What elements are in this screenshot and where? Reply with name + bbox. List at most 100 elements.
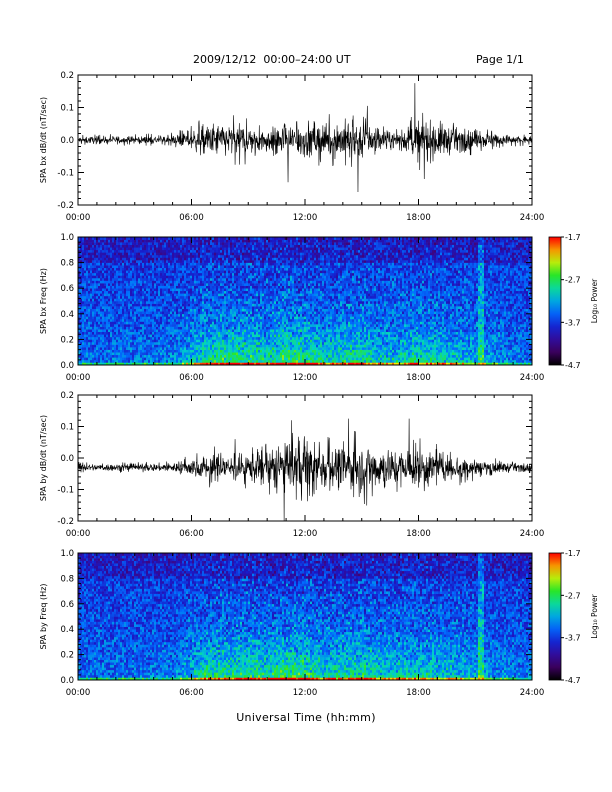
heatmap-cell [200, 265, 202, 268]
heatmap-cell [88, 291, 90, 294]
heatmap-cell [140, 278, 142, 281]
heatmap-cell [168, 296, 170, 299]
heatmap-cell [128, 311, 130, 314]
heatmap-cell [112, 298, 114, 301]
heatmap-cell [256, 306, 258, 309]
heatmap-cell [222, 296, 224, 299]
heatmap-cell [210, 334, 212, 337]
heatmap-cell [122, 342, 124, 345]
heatmap-cell [106, 275, 108, 278]
heatmap-cell [162, 345, 164, 348]
heatmap-cell [202, 278, 204, 281]
heatmap-cell [256, 252, 258, 255]
heatmap-cell [230, 283, 232, 286]
heatmap-cell [140, 342, 142, 345]
heatmap-cell [184, 268, 186, 271]
heatmap-cell [268, 286, 270, 289]
heatmap-cell [264, 327, 266, 330]
heatmap-cell [86, 337, 88, 340]
heatmap-cell [104, 309, 106, 312]
heatmap-cell [152, 245, 154, 248]
heatmap-cell [214, 345, 216, 348]
heatmap-cell [174, 245, 176, 248]
heatmap-cell [104, 273, 106, 276]
heatmap-cell [242, 306, 244, 309]
heatmap-cell [264, 260, 266, 263]
heatmap-cell [270, 352, 272, 355]
heatmap-cell [112, 352, 114, 355]
heatmap-cell [268, 301, 270, 304]
heatmap-cell [106, 324, 108, 327]
heatmap-cell [266, 245, 268, 248]
heatmap-cell [234, 283, 236, 286]
heatmap-cell [210, 296, 212, 299]
heatmap-cell [182, 265, 184, 268]
heatmap-cell [114, 327, 116, 330]
heatmap-cell [138, 245, 140, 248]
heatmap-cell [138, 339, 140, 342]
heatmap-cell [136, 273, 138, 276]
heatmap-cell [192, 342, 194, 345]
heatmap-cell [260, 255, 262, 258]
heatmap-cell [108, 352, 110, 355]
heatmap-cell [200, 350, 202, 353]
heatmap-cell [116, 350, 118, 353]
heatmap-cell [196, 319, 198, 322]
heatmap-cell [244, 252, 246, 255]
heatmap-cell [246, 257, 248, 260]
heatmap-cell [222, 257, 224, 260]
heatmap-cell [230, 311, 232, 314]
heatmap-cell [92, 301, 94, 304]
heatmap-cell [82, 319, 84, 322]
heatmap-cell [140, 291, 142, 294]
heatmap-cell [100, 242, 102, 245]
heatmap-cell [258, 337, 260, 340]
heatmap-cell [192, 245, 194, 248]
heatmap-cell [158, 337, 160, 340]
heatmap-cell [224, 301, 226, 304]
heatmap-cell [164, 345, 166, 348]
heatmap-cell [134, 316, 136, 319]
heatmap-cell [256, 314, 258, 317]
heatmap-cell [120, 319, 122, 322]
heatmap-cell [116, 319, 118, 322]
heatmap-cell [252, 275, 254, 278]
heatmap-cell [160, 301, 162, 304]
heatmap-cell [122, 360, 124, 363]
heatmap-cell [90, 288, 92, 291]
heatmap-cell [262, 304, 264, 307]
heatmap-cell [222, 309, 224, 312]
heatmap-cell [250, 283, 252, 286]
heatmap-cell [180, 319, 182, 322]
heatmap-cell [204, 311, 206, 314]
heatmap-cell [208, 324, 210, 327]
heatmap-cell [116, 293, 118, 296]
heatmap-cell [92, 268, 94, 271]
heatmap-cell [270, 257, 272, 260]
heatmap-cell [94, 334, 96, 337]
heatmap-cell [84, 347, 86, 350]
heatmap-cell [250, 350, 252, 353]
heatmap-cell [240, 291, 242, 294]
heatmap-cell [140, 298, 142, 301]
heatmap-cell [262, 342, 264, 345]
heatmap-cell [156, 301, 158, 304]
heatmap-cell [196, 304, 198, 307]
heatmap-cell [270, 296, 272, 299]
heatmap-cell [90, 298, 92, 301]
heatmap-cell [90, 240, 92, 243]
heatmap-cell [208, 288, 210, 291]
heatmap-cell [132, 281, 134, 284]
heatmap-cell [262, 250, 264, 253]
heatmap-cell [234, 265, 236, 268]
heatmap-cell [162, 355, 164, 358]
heatmap-cell [192, 345, 194, 348]
heatmap-cell [176, 257, 178, 260]
heatmap-cell [142, 283, 144, 286]
heatmap-cell [208, 350, 210, 353]
heatmap-cell [120, 293, 122, 296]
heatmap-cell [112, 324, 114, 327]
heatmap-cell [122, 270, 124, 273]
heatmap-cell [162, 291, 164, 294]
heatmap-cell [248, 357, 250, 360]
